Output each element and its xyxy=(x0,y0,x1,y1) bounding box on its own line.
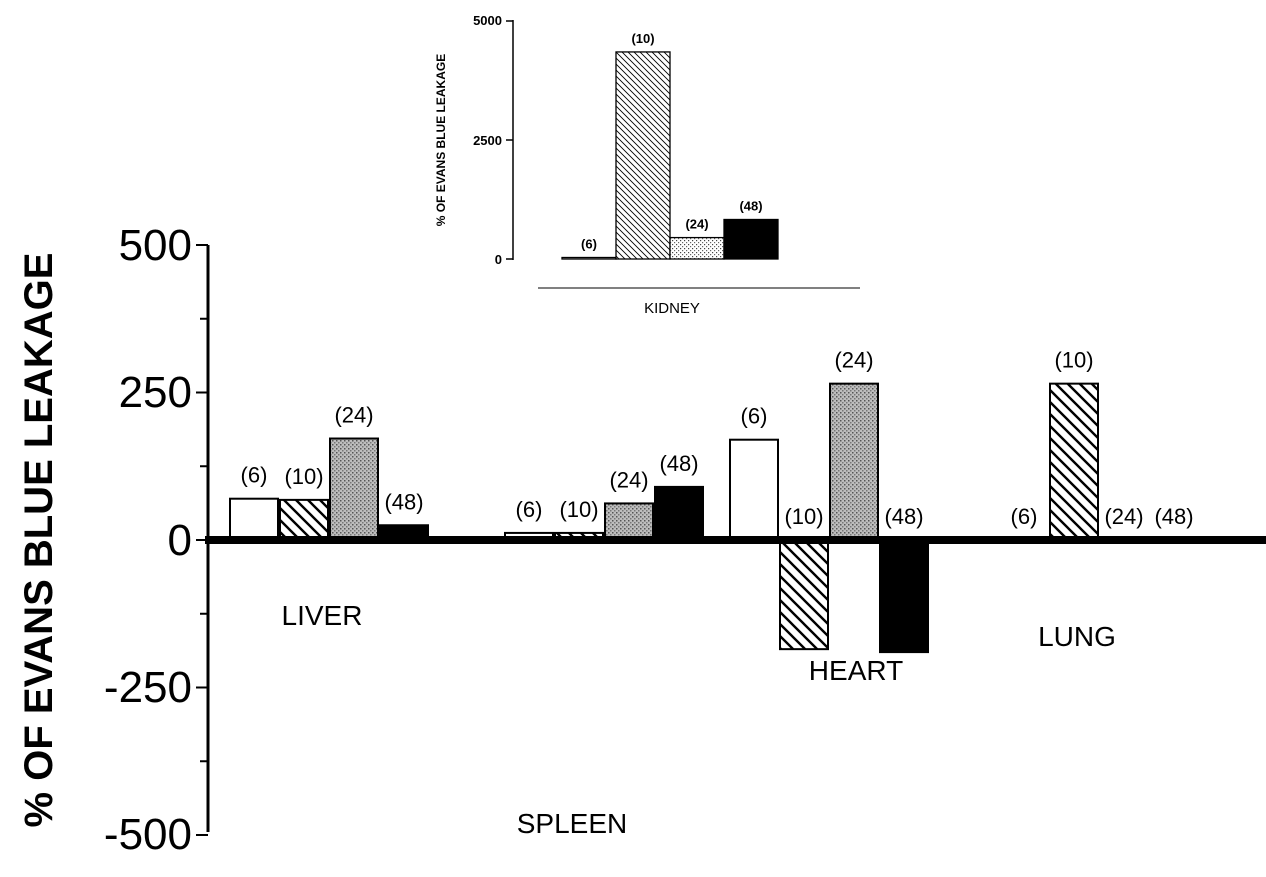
bar-liver-24 xyxy=(329,437,379,541)
main-y-tick-label: 0 xyxy=(168,516,192,565)
main-chart-marks: (6) (10) (24) (48) (6) (10) (24) (48) (6) (10) (24… xyxy=(196,244,1266,839)
bar-label-lung-10: (10) xyxy=(1054,348,1093,373)
category-label-lung: LUNG xyxy=(1038,621,1116,652)
main-y-tick-label: 500 xyxy=(119,221,192,270)
category-label-spleen: SPLEEN xyxy=(517,808,628,839)
bar-label-heart-48: (48) xyxy=(884,504,923,529)
main-y-tick-label: 250 xyxy=(119,368,192,417)
bar-spleen-48 xyxy=(654,485,704,541)
inset-bar-24 xyxy=(669,236,725,260)
bar-label-heart-10: (10) xyxy=(784,504,823,529)
bar-heart-48 xyxy=(879,539,929,654)
bar-label-spleen-48: (48) xyxy=(659,451,698,476)
inset-bar-6 xyxy=(561,256,617,260)
bar-label-liver-48: (48) xyxy=(384,489,423,514)
bar-heart-10 xyxy=(779,539,829,651)
bar-label-heart-6: (6) xyxy=(741,404,768,429)
inset-y-tick-label: 0 xyxy=(495,252,502,267)
main-y-tick-group: 500 250 0 -250 -500 xyxy=(104,221,192,859)
main-y-axis-label: % OF EVANS BLUE LEAKAGE xyxy=(17,253,61,828)
bar-label-liver-10: (10) xyxy=(284,464,323,489)
bar-lung-10 xyxy=(1049,382,1099,541)
inset-bar-label-6: (6) xyxy=(581,237,597,252)
category-label-heart: HEART xyxy=(809,655,903,686)
inset-y-tick-label: 2500 xyxy=(473,133,502,148)
inset-category-label: KIDNEY xyxy=(644,300,700,317)
inset-bar-48 xyxy=(723,218,779,260)
main-zero-line xyxy=(205,536,1266,544)
bar-label-spleen-6: (6) xyxy=(516,497,543,522)
bar-heart-24 xyxy=(829,382,879,541)
bar-label-lung-48: (48) xyxy=(1154,504,1193,529)
bar-spleen-24 xyxy=(604,502,654,542)
bar-label-liver-24: (24) xyxy=(334,403,373,428)
inset-bar-10 xyxy=(615,51,671,260)
bar-label-heart-24: (24) xyxy=(834,348,873,373)
inset-bar-label-10: (10) xyxy=(631,31,654,46)
inset-chart-marks: (6) (10) (24) (48) xyxy=(506,20,779,260)
bar-label-lung-6: (6) xyxy=(1011,504,1038,529)
bar-heart-6 xyxy=(729,438,779,542)
inset-y-tick-label: 5000 xyxy=(473,13,502,28)
bar-liver-10 xyxy=(279,498,329,542)
bar-label-liver-6: (6) xyxy=(241,463,268,488)
inset-bar-label-24: (24) xyxy=(685,217,708,232)
bar-label-spleen-24: (24) xyxy=(609,467,648,492)
inset-y-axis-label: % OF EVANS BLUE LEAKAGE xyxy=(434,54,448,226)
inset-y-tick-group: 5000 2500 0 xyxy=(473,13,502,267)
bar-label-spleen-10: (10) xyxy=(559,497,598,522)
bar-liver-6 xyxy=(229,497,279,542)
main-y-tick-label: -500 xyxy=(104,810,192,859)
category-label-liver: LIVER xyxy=(282,600,363,631)
bar-label-lung-24: (24) xyxy=(1104,504,1143,529)
inset-bar-label-48: (48) xyxy=(739,198,762,213)
main-y-tick-label: -250 xyxy=(104,663,192,712)
